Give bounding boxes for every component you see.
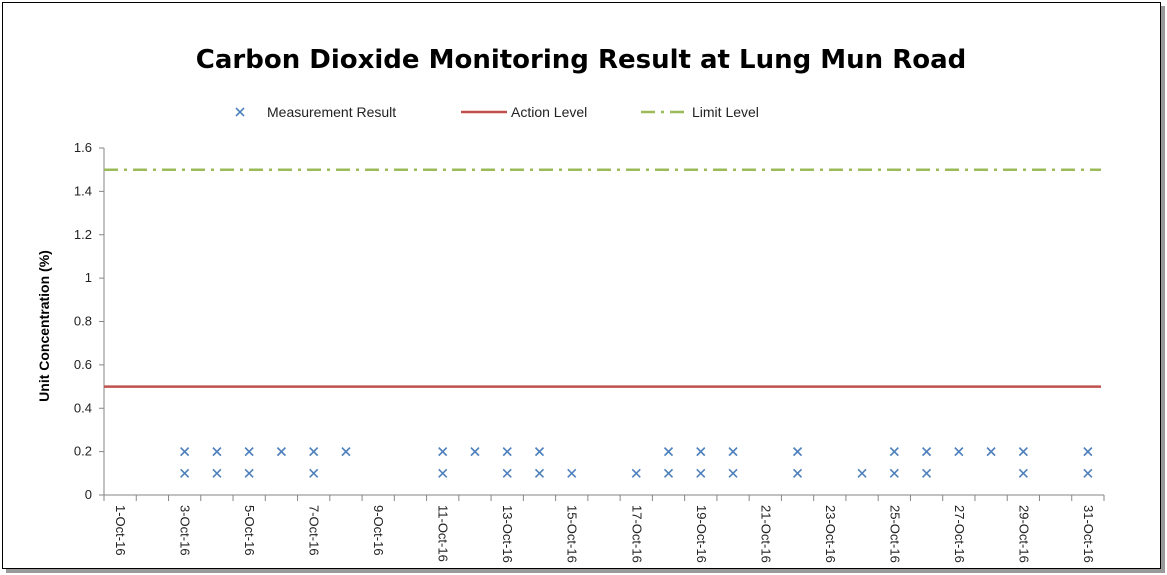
plot-area: 0 0.2 0.4 0.6 0.8 1 1.2 1.4 1.6 1-Oct-16 3-Oct-16 5… [74,140,1105,563]
measurement-point [534,447,545,457]
y-tick-label: 1.6 [74,140,92,155]
measurement-point [180,468,190,478]
measurement-point [663,468,674,478]
measurement-point [1083,447,1093,457]
x-tick-label: 9-Oct-16 [371,505,386,556]
measurement-point [438,447,448,457]
x-tick-label: 31-Oct-16 [1081,505,1096,563]
x-tick-label: 27-Oct-16 [952,505,967,563]
y-tick-label: 0.8 [74,314,92,329]
measurement-point [502,447,512,457]
measurement-point [696,447,706,457]
measurement-point [1018,468,1028,478]
measurement-point [792,468,803,478]
x-tick-label: 19-Oct-16 [694,505,709,563]
measurement-point [954,447,964,457]
x-tick-label: 1-Oct-16 [113,505,128,556]
measurement-point [728,447,738,457]
measurement-point [212,447,222,457]
y-tick-label: 0.6 [74,357,92,372]
x-tick-label: 21-Oct-16 [758,505,773,563]
measurement-point [792,447,803,457]
legend-label: Action Level [511,104,587,120]
x-tick-label: 23-Oct-16 [823,505,838,563]
legend-label: Measurement Result [267,104,396,120]
legend-marker [235,107,245,117]
measurement-point [986,447,996,457]
x-tick-label: 17-Oct-16 [629,505,644,563]
measurement-point [922,468,932,478]
legend-label: Limit Level [692,104,759,120]
legend-item-action-level: Action Level [461,104,587,120]
legend-item-measurement-result: Measurement Result [235,104,396,120]
measurement-point [309,447,319,457]
y-tick-label: 0 [85,487,92,502]
measurement-point [502,468,512,478]
measurement-point [1018,447,1028,457]
measurement-point [244,468,254,478]
measurement-point [244,447,254,457]
y-axis-label: Unit Concentration (%) [36,250,52,402]
measurement-point [1083,468,1093,478]
y-tick-label: 1.2 [74,227,92,242]
measurement-point [212,468,222,478]
measurement-point [341,447,351,457]
x-tick-label: 7-Oct-16 [307,505,322,556]
measurement-point [922,447,932,457]
y-tick-label: 1.4 [74,183,92,198]
measurement-point [663,447,674,457]
x-tick-label: 3-Oct-16 [178,505,193,556]
x-tick-label: 13-Oct-16 [500,505,515,563]
measurement-point [567,468,577,478]
measurement-point [534,468,545,478]
measurement-point [180,447,190,457]
measurement-point [889,468,899,478]
x-tick-label: 15-Oct-16 [565,505,580,563]
chart-frame: Carbon Dioxide Monitoring Result at Lung… [2,2,1161,569]
measurement-point [631,468,641,478]
y-tick-label: 0.2 [74,444,92,459]
measurement-point [857,468,867,478]
x-tick-label: 5-Oct-16 [242,505,257,556]
legend-item-limit-level: Limit Level [641,104,759,120]
measurement-point [470,447,480,457]
measurement-point [309,468,319,478]
measurement-point [438,468,448,478]
x-tick-label: 11-Oct-16 [436,505,451,562]
measurement-point [728,468,738,478]
y-tick-label: 1 [85,270,92,285]
measurement-point [696,468,706,478]
x-tick-label: 25-Oct-16 [887,505,902,563]
x-tick-label: 29-Oct-16 [1016,505,1031,563]
chart-title: Carbon Dioxide Monitoring Result at Lung… [196,45,966,75]
chart-canvas: Carbon Dioxide Monitoring Result at Lung… [36,45,1105,563]
measurement-point [276,447,286,457]
legend: Measurement Result Action Level Limit Leve… [235,104,759,120]
y-tick-label: 0.4 [74,400,92,415]
measurement-point [889,447,899,457]
